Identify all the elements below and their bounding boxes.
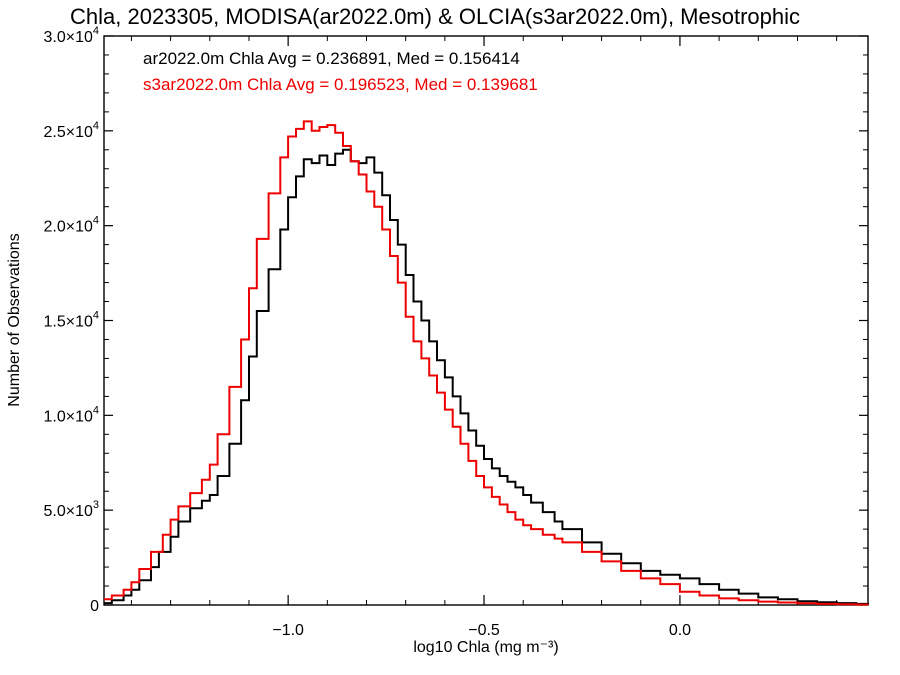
- annotation-0: ar2022.0m Chla Avg = 0.236891, Med = 0.1…: [143, 49, 520, 68]
- x-axis-label: log10 Chla (mg m⁻³): [413, 639, 558, 656]
- series-line-0: [104, 148, 869, 605]
- chart-title: Chla, 2023305, MODISA(ar2022.0m) & OLCIA…: [70, 4, 800, 29]
- plot-frame: [103, 35, 869, 606]
- y-tick-label: 0: [90, 598, 99, 615]
- annotations: ar2022.0m Chla Avg = 0.236891, Med = 0.1…: [143, 49, 538, 94]
- y-tick-label: 1.5×104: [43, 310, 99, 331]
- x-tick-label: −1.0: [272, 622, 304, 639]
- x-axis: −1.0 −0.5 0.0: [130, 36, 838, 639]
- annotation-1: s3ar2022.0m Chla Avg = 0.196523, Med = 0…: [143, 75, 538, 94]
- series-line-1: [104, 120, 869, 606]
- y-tick-label: 2.5×104: [43, 120, 99, 141]
- y-tick-label: 3.0×104: [43, 25, 99, 46]
- series-group: [104, 120, 869, 606]
- y-tick-label: 2.0×104: [43, 215, 99, 236]
- x-tick-label: −0.5: [468, 622, 500, 639]
- y-tick-label: 1.0×104: [43, 404, 99, 425]
- y-tick-label: 5.0×103: [43, 499, 99, 520]
- y-axis-label: Number of Observations: [6, 233, 23, 406]
- y-axis: 0 5.0×103 1.0×104 1.5×104 2.0×104 2.5×104 3.0×…: [43, 25, 868, 615]
- x-tick-label: 0.0: [669, 622, 691, 639]
